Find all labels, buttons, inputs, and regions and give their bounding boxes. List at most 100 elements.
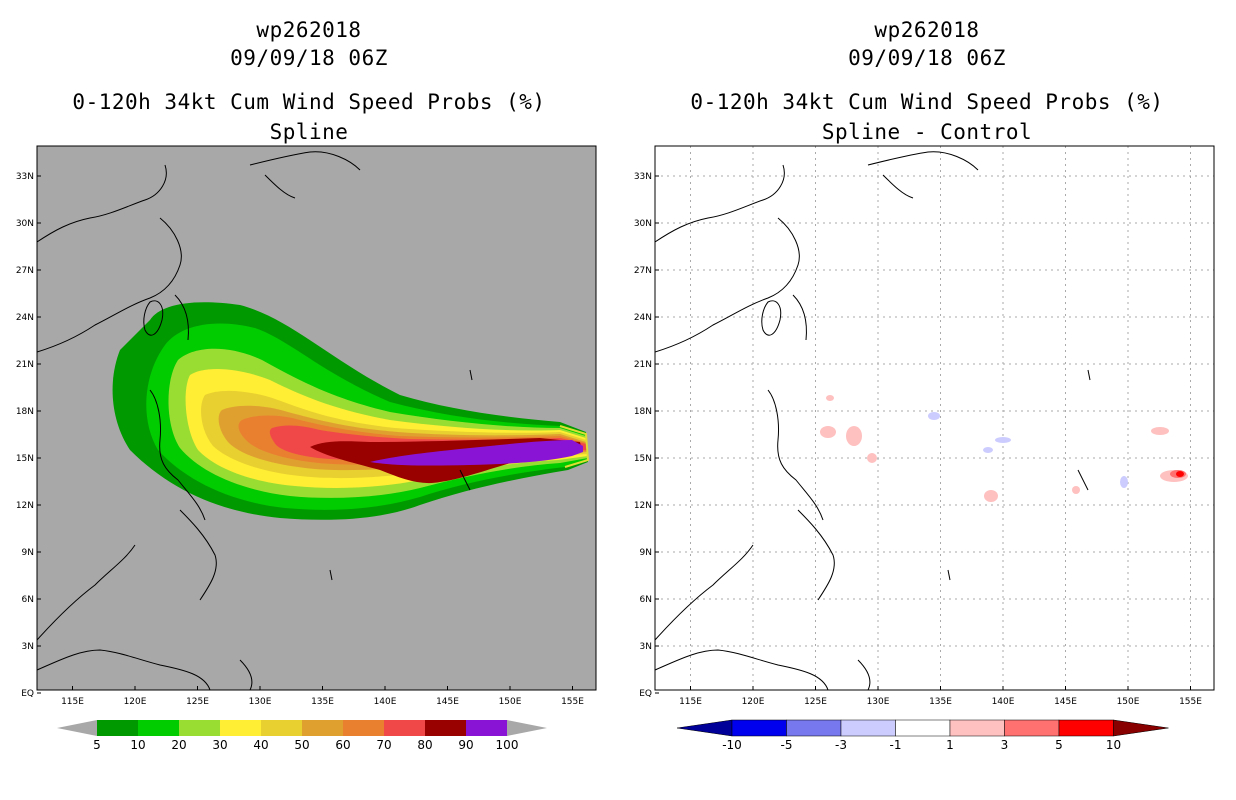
- colorbar-label: -1: [890, 738, 902, 752]
- diff-negative: [983, 447, 993, 453]
- lat-label: 24N: [634, 313, 652, 323]
- colorbar-swatch: [179, 720, 220, 736]
- lat-label: 3N: [22, 642, 34, 652]
- lat-label: 15N: [634, 454, 652, 464]
- lat-label: 21N: [16, 360, 34, 370]
- lon-label: 150E: [499, 697, 522, 707]
- lat-label: 12N: [16, 501, 34, 511]
- colorbar-swatch: [261, 720, 302, 736]
- diff-negative: [995, 437, 1011, 443]
- panel-subtitle: Spline: [269, 120, 349, 144]
- lat-label: 27N: [634, 266, 652, 276]
- product-title: 0-120h 34kt Cum Wind Speed Probs (%): [690, 90, 1164, 114]
- lat-label: 27N: [16, 266, 34, 276]
- longitude-labels: 115E 120E 125E 130E 135E 140E 145E 150E 155E: [679, 686, 1202, 707]
- colorbar-swatch: [97, 720, 138, 736]
- colorbar-label: -3: [835, 738, 847, 752]
- coastlines: [655, 151, 1091, 690]
- colorbar-low-arrow: [57, 720, 97, 736]
- colorbar-swatch: [466, 720, 507, 736]
- diff-positive: [1151, 427, 1169, 435]
- colorbar-label: 10: [1106, 738, 1121, 752]
- lon-label: 130E: [867, 697, 890, 707]
- lat-label: 12N: [634, 501, 652, 511]
- storm-id: wp262018: [874, 18, 980, 42]
- lat-label: 6N: [22, 595, 34, 605]
- datetime: 09/09/18 06Z: [848, 46, 1006, 70]
- left-panel: wp262018 09/09/18 06Z 0-120h 34kt Cum Wi…: [16, 18, 597, 752]
- lon-label: 135E: [929, 697, 952, 707]
- lon-label: 155E: [561, 697, 584, 707]
- probability-colorbar: 5 10 20 30 40 50 60 70 80 90 100: [57, 720, 547, 752]
- panel-subtitle: Spline - Control: [821, 120, 1033, 144]
- diff-positive: [826, 395, 834, 401]
- lat-label: 18N: [634, 407, 652, 417]
- colorbar-label: 100: [496, 738, 519, 752]
- lon-label: 125E: [804, 697, 827, 707]
- colorbar-high-arrow: [1113, 719, 1169, 737]
- diff-negative: [1120, 476, 1128, 488]
- lon-label: 135E: [311, 697, 334, 707]
- colorbar-label: 5: [93, 738, 101, 752]
- lon-label: 140E: [992, 697, 1015, 707]
- diff-positive: [1072, 486, 1080, 494]
- datetime: 09/09/18 06Z: [230, 46, 388, 70]
- colorbar-label: 50: [294, 738, 309, 752]
- colorbar-label: 60: [335, 738, 350, 752]
- probability-contours: [112, 302, 590, 520]
- colorbar-swatch: [425, 720, 466, 736]
- lon-label: 145E: [1054, 697, 1077, 707]
- lat-label: 24N: [16, 313, 34, 323]
- lat-label: 33N: [634, 172, 652, 182]
- gridlines: [655, 146, 1214, 690]
- colorbar-label: 10: [130, 738, 145, 752]
- colorbar-label: 40: [253, 738, 268, 752]
- diff-positive-max: [1176, 471, 1184, 477]
- lon-label: 150E: [1117, 697, 1140, 707]
- colorbar-label: 1: [946, 738, 954, 752]
- difference-contours: [820, 395, 1188, 502]
- colorbar-label: 20: [171, 738, 186, 752]
- lon-label: 155E: [1179, 697, 1202, 707]
- lat-label: 33N: [16, 172, 34, 182]
- lat-label: 3N: [640, 642, 652, 652]
- colorbar-swatch: [895, 719, 951, 737]
- diff-positive: [984, 490, 998, 502]
- lon-label: 115E: [679, 697, 702, 707]
- diff-positive: [867, 453, 877, 463]
- colorbar-swatch: [949, 719, 1005, 737]
- diff-negative: [928, 412, 940, 420]
- latitude-labels: 33N 30N 27N 24N 21N 18N 15N 12N 9N 6N 3N EQ: [634, 172, 659, 699]
- difference-colorbar: -10 -5 -3 -1 1 3 5 10: [676, 719, 1169, 752]
- colorbar-label: 70: [376, 738, 391, 752]
- latitude-labels: 33N 30N 27N 24N 21N 18N 15N 12N 9N 6N 3N EQ: [16, 172, 41, 699]
- colorbar-low-arrow: [676, 719, 733, 737]
- colorbar-swatch: [1004, 719, 1060, 737]
- colorbar-swatch: [343, 720, 384, 736]
- colorbar-label: 30: [212, 738, 227, 752]
- colorbar-swatch: [220, 720, 261, 736]
- probability-map: 33N 30N 27N 24N 21N 18N 15N 12N 9N 6N 3N EQ 115E 120…: [16, 145, 597, 707]
- colorbar-swatch: [786, 719, 842, 737]
- contour-90: [370, 440, 583, 466]
- colorbar-swatch: [1058, 719, 1114, 737]
- lon-label: 125E: [186, 697, 209, 707]
- colorbar-swatch: [384, 720, 425, 736]
- lon-label: 130E: [249, 697, 272, 707]
- contour-edge: [559, 425, 590, 468]
- diff-positive: [846, 426, 862, 446]
- lat-label: 30N: [634, 219, 652, 229]
- colorbar-label: -5: [781, 738, 793, 752]
- difference-map: 33N 30N 27N 24N 21N 18N 15N 12N 9N 6N 3N EQ 115E 120…: [634, 145, 1215, 707]
- colorbar-label: 90: [458, 738, 473, 752]
- colorbar-swatch: [731, 719, 787, 737]
- lon-label: 120E: [742, 697, 765, 707]
- map-frame: [36, 145, 597, 691]
- colorbar-label: 80: [417, 738, 432, 752]
- lat-label: 15N: [16, 454, 34, 464]
- lat-label: 21N: [634, 360, 652, 370]
- colorbar-swatch: [302, 720, 343, 736]
- colorbar-label: 3: [1001, 738, 1009, 752]
- lon-label: 140E: [374, 697, 397, 707]
- colorbar-swatch: [840, 719, 896, 737]
